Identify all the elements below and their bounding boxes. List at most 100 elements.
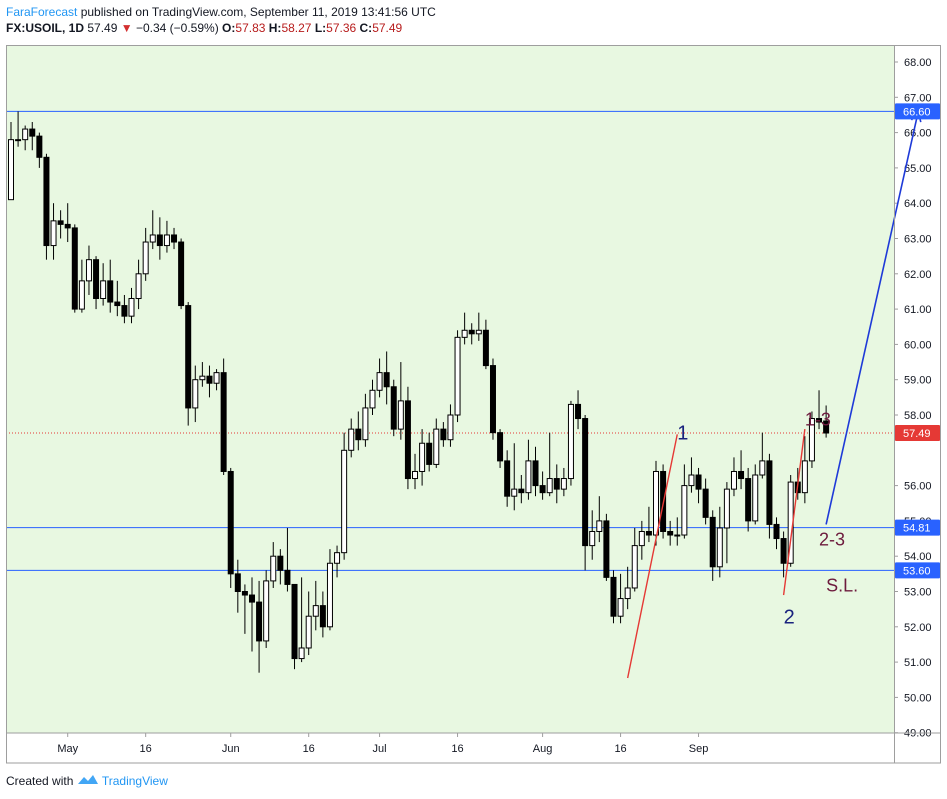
candle <box>674 517 681 546</box>
time-axis[interactable]: May 16 Jun 16 Jul 16 Aug 16 Sep <box>57 733 708 755</box>
candle-body-up <box>447 414 454 441</box>
candle-body-down <box>93 259 100 300</box>
candle <box>730 457 737 497</box>
candle <box>440 422 447 447</box>
price-tag-text: 54.81 <box>903 523 931 535</box>
candle-body-down <box>43 156 50 247</box>
footer: Created with TradingView <box>6 773 168 789</box>
x-tick-label: 16 <box>140 743 152 755</box>
candle <box>192 365 199 423</box>
y-tick-label: 60.00 <box>904 339 932 351</box>
candle <box>319 591 326 638</box>
low-label: L: <box>314 21 327 35</box>
candle <box>808 411 815 468</box>
y-tick-label: 63.00 <box>904 234 932 246</box>
down-arrow-icon: ▼ <box>120 21 133 35</box>
candle <box>71 224 78 313</box>
candle-body-down <box>383 372 390 388</box>
candle <box>560 467 567 497</box>
candle <box>171 227 178 250</box>
candle <box>504 450 511 507</box>
candle <box>85 245 92 295</box>
candle-body-up <box>631 545 638 589</box>
candle-body-up <box>688 474 695 487</box>
candle <box>64 203 71 243</box>
candle-body-up <box>454 336 461 416</box>
change-value: −0.34 (−0.59%) <box>135 21 219 35</box>
candle <box>723 482 730 564</box>
candle-body-up <box>312 605 319 617</box>
candle <box>397 362 404 440</box>
candle <box>475 312 482 341</box>
price-axis-background <box>894 45 941 733</box>
candle-body-up <box>163 234 170 247</box>
candle-body-up <box>560 478 567 490</box>
candle-body-up <box>100 280 107 300</box>
candle <box>248 577 255 652</box>
candle-body-up <box>596 520 603 532</box>
candle <box>816 390 823 430</box>
candle-body-down <box>277 555 284 571</box>
candle-body-down <box>57 220 64 225</box>
candle-body-down <box>738 470 745 480</box>
candle <box>256 580 263 673</box>
candle-body-up <box>348 428 355 451</box>
candle <box>312 580 319 631</box>
annotations-layer: 1 2 1-3 2-3 S.L. <box>677 410 858 629</box>
wave-annotation: S.L. <box>826 576 858 596</box>
candle-body-down <box>575 403 582 420</box>
candle <box>589 510 596 560</box>
candle <box>149 210 156 250</box>
candle-body-up <box>362 407 369 441</box>
candle-body-up <box>213 372 220 384</box>
tradingview-link[interactable]: TradingView <box>101 774 168 788</box>
candle <box>419 429 426 486</box>
candle-body-up <box>376 372 383 391</box>
candle-body-up <box>192 379 199 409</box>
price-tag-box <box>895 425 940 442</box>
candle-body-up <box>369 389 376 409</box>
price-axis[interactable]: 68.00 67.00 66.00 65.00 64.00 63.00 62.00 61.00… <box>894 57 932 740</box>
candle-body-down <box>404 400 411 480</box>
candle <box>284 527 291 592</box>
candle-body-down <box>36 135 43 158</box>
open-value: 57.83 <box>235 21 266 35</box>
candle <box>163 220 170 253</box>
candle-body-up <box>716 527 723 568</box>
wave-line <box>782 429 806 596</box>
candle <box>57 210 64 239</box>
candle <box>404 386 411 490</box>
candle-body-up <box>638 530 645 547</box>
candle <box>298 577 305 663</box>
close-value: 57.49 <box>372 21 403 35</box>
candle-body-down <box>667 530 674 536</box>
candle <box>241 584 248 634</box>
candle-body-up <box>681 485 688 536</box>
last-price-tag: 57.49 <box>895 425 940 442</box>
candle <box>610 570 617 624</box>
candle <box>546 432 553 497</box>
candle <box>525 439 532 500</box>
symbol-label: FX:USOIL, 1D <box>6 21 85 35</box>
candle <box>631 527 638 592</box>
candle-body-up <box>653 470 660 536</box>
candle-body-up <box>525 460 532 494</box>
high-label: H: <box>268 21 282 35</box>
author-link[interactable]: FaraForecast <box>6 5 78 19</box>
candle-body-down <box>220 372 227 472</box>
price-tag-text: 53.60 <box>903 565 931 577</box>
candle <box>780 531 787 578</box>
candle-body-up <box>334 552 341 564</box>
candle <box>383 351 390 405</box>
candle <box>695 467 702 504</box>
candle <box>759 432 766 479</box>
plot-area[interactable] <box>6 45 894 733</box>
candle-body-down <box>773 523 780 540</box>
candle-body-down <box>532 460 539 487</box>
candle-body-down <box>319 605 326 628</box>
candle-body-up <box>546 478 553 494</box>
candle <box>178 238 185 310</box>
candle <box>511 443 518 511</box>
candle-body-up <box>135 273 142 300</box>
